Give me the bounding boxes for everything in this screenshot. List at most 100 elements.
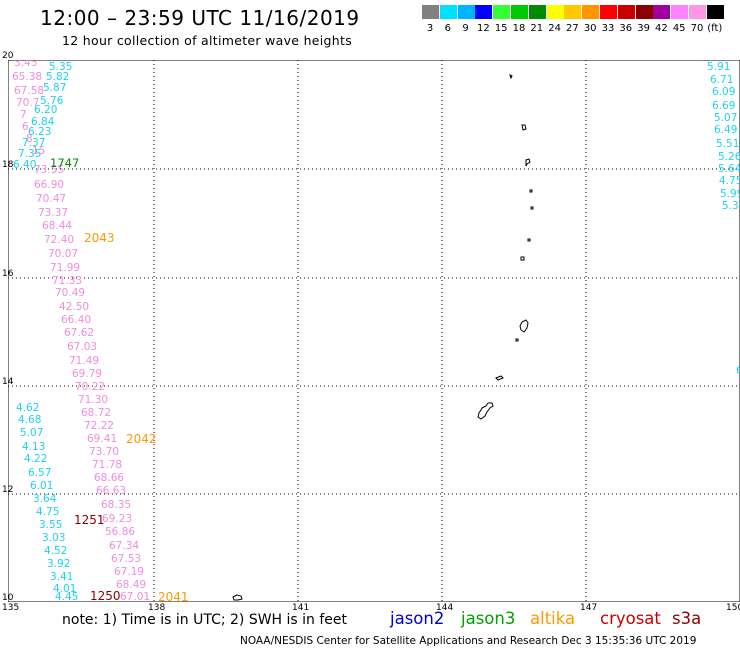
swh-value-label: 4.45 <box>55 591 78 602</box>
swh-value-label: 7.35 <box>18 148 41 160</box>
swh-value-label: 67.53 <box>111 553 141 565</box>
pass-time-label: 1250 <box>90 589 121 602</box>
swh-value-label: 67.58 <box>14 85 44 97</box>
swh-value-label: 6.40 <box>13 159 36 171</box>
latitude-label: 14 <box>2 377 14 387</box>
swh-value-label: 5.87 <box>43 82 66 94</box>
map-subtitle: 12 hour collection of altimeter wave hei… <box>62 33 353 48</box>
swh-value-label: 71.99 <box>50 262 80 274</box>
scale-label: 21 <box>530 23 544 34</box>
swh-value-label: 5.99 <box>720 188 740 200</box>
scale-label: 30 <box>583 23 597 34</box>
island-outline <box>515 338 519 342</box>
swh-value-label: 71.30 <box>78 394 108 406</box>
swh-value-label: 71.49 <box>69 355 99 367</box>
swh-value-label: 69.41 <box>87 433 117 445</box>
swh-value-label: 70.49 <box>55 287 85 299</box>
scale-swatch <box>422 5 439 19</box>
scale-label: 3 <box>426 23 434 34</box>
swh-value-label: 4.13 <box>22 441 45 453</box>
scale-swatch <box>635 5 653 19</box>
scale-swatch <box>457 5 475 19</box>
swh-value-label: 4.75 <box>36 506 59 518</box>
scale-label: 15 <box>494 23 508 34</box>
swh-value-label: 5.64 <box>718 163 740 175</box>
swh-value-label: 7 <box>20 109 27 121</box>
swh-value-label: 5.26 <box>718 151 740 163</box>
scale-label: 18 <box>512 23 526 34</box>
swh-value-label: 68.44 <box>42 220 72 232</box>
island-outline <box>529 189 533 193</box>
legend-entry-s3a: s3a <box>672 609 702 628</box>
swh-value-label: 7.37 <box>22 137 45 149</box>
longitude-label: 138 <box>148 603 166 613</box>
swh-value-label: 67.03 <box>67 341 97 353</box>
swh-value-label: 15 <box>32 145 45 157</box>
swh-value-label: 67.19 <box>114 566 144 578</box>
swh-value-label: 6.49 <box>714 124 737 136</box>
island-outline <box>519 319 529 333</box>
swh-value-label: 67.34 <box>109 540 139 552</box>
scale-label: 27 <box>566 23 579 34</box>
scale-label: 6 <box>444 23 451 34</box>
scale-swatch <box>546 5 564 19</box>
observation-labels: 3.4565.3867.5870.77681573.5566.9070.4773… <box>12 60 740 602</box>
scale-label: 39 <box>637 23 650 34</box>
swh-value-label: 5.07 <box>714 112 737 124</box>
scale-swatch <box>493 5 511 19</box>
swh-value-label: 71.33 <box>52 275 82 287</box>
island-outline <box>232 594 243 601</box>
swh-value-label: 3.45 <box>14 60 37 69</box>
swh-value-label: 5.82 <box>46 71 69 83</box>
swh-value-label: 6.23 <box>28 126 51 138</box>
swh-value-label: 65.38 <box>12 71 42 83</box>
swh-value-label: 68.49 <box>116 579 146 591</box>
swh-value-label: 5.3 <box>722 200 739 212</box>
pass-time-label: 2042 <box>126 432 157 446</box>
scale-swatch <box>653 5 671 19</box>
credit-line: NOAA/NESDIS Center for Satellite Applica… <box>240 635 697 647</box>
latitude-label: 12 <box>2 485 14 495</box>
scale-swatch <box>528 5 546 19</box>
latitude-label: 10 <box>2 593 14 603</box>
swh-value-label: 4.68 <box>18 414 41 426</box>
swh-value-label: 5.51 <box>716 138 739 150</box>
scale-label: 36 <box>619 23 633 34</box>
swh-value-label: 6.20 <box>34 104 57 116</box>
swh-value-label: 3.64 <box>33 493 57 505</box>
legend-entry-cryosat: cryosat <box>600 609 661 628</box>
swh-value-label: 72.22 <box>84 420 114 432</box>
swh-value-label: 70.7 <box>16 97 39 109</box>
swh-value-label: 6 <box>22 121 29 133</box>
swh-value-label: 72.40 <box>44 234 74 246</box>
scale-label: 45 <box>672 23 686 34</box>
swh-value-label: 73.55 <box>34 164 64 176</box>
swh-value-label: 71.78 <box>92 459 122 471</box>
footnote: note: 1) Time is in UTC; 2) SWH is in fe… <box>62 612 348 628</box>
swh-value-label: 4.52 <box>44 545 67 557</box>
scale-swatch <box>617 5 635 19</box>
swh-value-label: 66.90 <box>34 179 64 191</box>
pass-time-label: 2041 <box>158 590 189 602</box>
swh-value-label: 69.79 <box>72 368 102 380</box>
swh-value-label: 4.22 <box>24 453 47 465</box>
scale-label: (ft) <box>707 23 723 34</box>
island-outline <box>525 158 531 167</box>
map-frame <box>8 60 740 602</box>
swh-value-label: 42.50 <box>59 301 89 313</box>
island-outline <box>477 402 494 420</box>
swh-value-label: 66.63 <box>96 485 126 497</box>
swh-value-label: 6.09 <box>712 86 735 98</box>
swh-value-label: 67.01 <box>120 591 150 602</box>
swh-value-label: 6.57 <box>28 467 51 479</box>
scale-label: 42 <box>655 23 668 34</box>
swh-value-label: 6.69 <box>712 100 735 112</box>
swh-value-label: 68.72 <box>81 407 111 419</box>
altimeter-map: 3.4565.3867.5870.77681573.5566.9070.4773… <box>8 60 740 602</box>
island-outline <box>509 74 513 80</box>
swh-value-label: 5.76 <box>40 95 64 107</box>
scale-swatch <box>689 5 706 19</box>
island-outline <box>521 124 527 131</box>
swh-value-label: 70.47 <box>36 193 66 205</box>
legend-entry-jason3: jason3 <box>461 609 516 628</box>
